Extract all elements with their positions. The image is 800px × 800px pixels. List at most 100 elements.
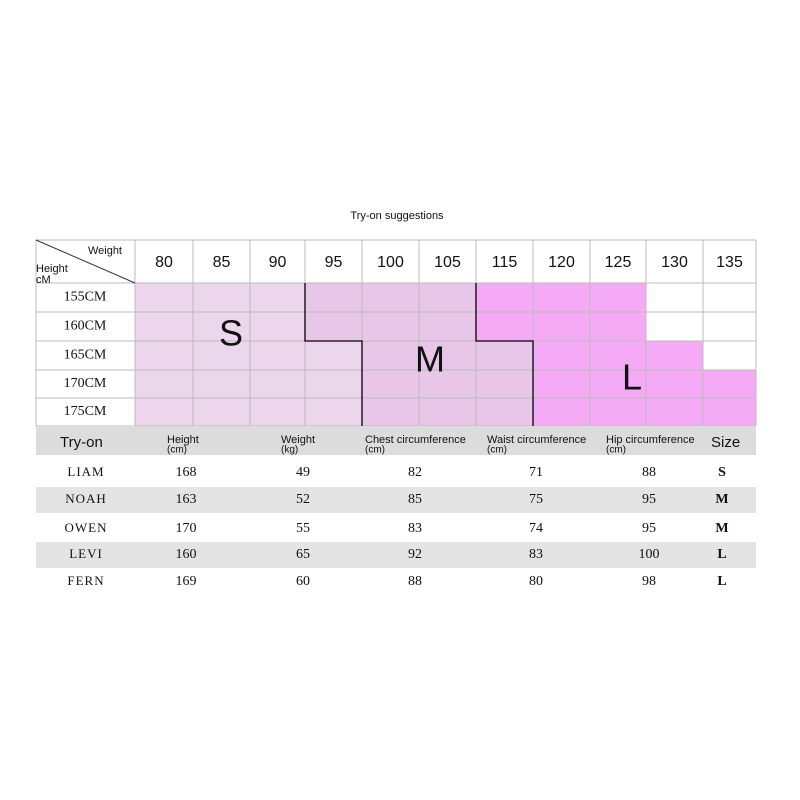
size-cell: [192, 340, 251, 371]
region-label: L: [622, 357, 642, 398]
size-cell: [532, 311, 591, 342]
weight-header: 100: [377, 254, 404, 271]
size-cell: [532, 397, 591, 427]
size-cell: [249, 311, 306, 342]
value-cell: 92: [408, 547, 422, 562]
value-cell: 49: [296, 465, 310, 480]
column-unit: (cm): [606, 445, 626, 456]
size-cell: [475, 282, 534, 313]
corner-label: cM: [36, 274, 51, 286]
size-cell: [645, 282, 704, 313]
size-cell: [475, 369, 534, 399]
size-cell: [361, 282, 420, 313]
row-background: [36, 542, 756, 568]
size-cell: [589, 397, 647, 427]
size-cell: [475, 397, 534, 427]
size-cell: [589, 282, 647, 313]
size-cell: [645, 369, 704, 399]
column-header: Weight: [281, 434, 315, 446]
corner-label: Weight: [88, 245, 122, 257]
column-header: Chest circumference: [365, 434, 466, 446]
name-cell: LIAM: [67, 464, 104, 479]
size-cell: [134, 311, 194, 342]
name-cell: OWEN: [65, 520, 108, 535]
size-cell: [249, 397, 306, 427]
value-cell: 75: [529, 492, 543, 507]
column-unit: (cm): [365, 445, 385, 456]
size-cell: [249, 340, 306, 371]
size-cell: [361, 311, 420, 342]
row-background: [36, 487, 756, 513]
weight-header: 125: [605, 254, 632, 271]
value-cell: 83: [408, 521, 422, 536]
size-cell: [249, 369, 306, 399]
weight-header: 120: [548, 254, 575, 271]
value-cell: L: [717, 574, 726, 589]
region-border: [475, 283, 534, 426]
height-header: 165CM: [64, 348, 107, 363]
header-background: [36, 427, 756, 455]
name-cell: LEVI: [69, 546, 103, 561]
column-unit: (kg): [281, 445, 298, 456]
size-cell: [304, 397, 363, 427]
corner-label: Height: [36, 263, 68, 275]
weight-header: 80: [155, 254, 173, 271]
weight-header: 130: [661, 254, 688, 271]
value-cell: 55: [296, 521, 310, 536]
value-cell: M: [715, 492, 728, 507]
value-cell: M: [715, 521, 728, 536]
value-cell: 65: [296, 547, 310, 562]
height-header: 160CM: [64, 319, 107, 334]
size-cell: [192, 369, 251, 399]
column-unit: (cm): [167, 445, 187, 456]
value-cell: 83: [529, 547, 543, 562]
size-cell: [702, 397, 757, 427]
value-cell: 85: [408, 492, 422, 507]
size-cell: [475, 340, 534, 371]
size-cell: [249, 282, 306, 313]
value-cell: S: [718, 465, 726, 480]
value-cell: 169: [176, 574, 197, 589]
size-cell: [532, 282, 591, 313]
weight-header: 105: [434, 254, 461, 271]
region-label: M: [415, 339, 445, 380]
size-cell: [134, 369, 194, 399]
size-cell: [532, 340, 591, 371]
size-cell: [304, 282, 363, 313]
value-cell: 71: [529, 465, 543, 480]
size-cell: [475, 311, 534, 342]
size-cell: [418, 311, 477, 342]
value-cell: 52: [296, 492, 310, 507]
value-cell: 95: [642, 521, 656, 536]
size-cell: [702, 282, 757, 313]
value-cell: 82: [408, 465, 422, 480]
value-cell: 74: [529, 521, 543, 536]
height-header: 170CM: [64, 376, 107, 391]
size-cell: [304, 311, 363, 342]
corner-diagonal: [35, 239, 136, 284]
size-cell: [304, 369, 363, 399]
value-cell: 98: [642, 574, 656, 589]
value-cell: 60: [296, 574, 310, 589]
value-cell: 88: [642, 465, 656, 480]
size-cell: [702, 340, 757, 371]
size-cell: [192, 282, 251, 313]
height-header: 175CM: [64, 404, 107, 419]
region-label: S: [219, 313, 243, 354]
size-cell: [361, 340, 420, 371]
value-cell: 95: [642, 492, 656, 507]
size-cell: [134, 282, 194, 313]
size-cell: [645, 311, 704, 342]
weight-header: 115: [492, 254, 518, 271]
size-cell: [361, 397, 420, 427]
value-cell: 80: [529, 574, 543, 589]
column-header: Hip circumference: [606, 434, 695, 446]
value-cell: 160: [176, 547, 197, 562]
tryon-table: Try-on Height(cm)Weight(kg)Chest circumfe…: [36, 427, 756, 589]
size-cell: [361, 369, 420, 399]
size-cell: [418, 282, 477, 313]
size-cell: [304, 340, 363, 371]
weight-header: 95: [325, 254, 343, 271]
